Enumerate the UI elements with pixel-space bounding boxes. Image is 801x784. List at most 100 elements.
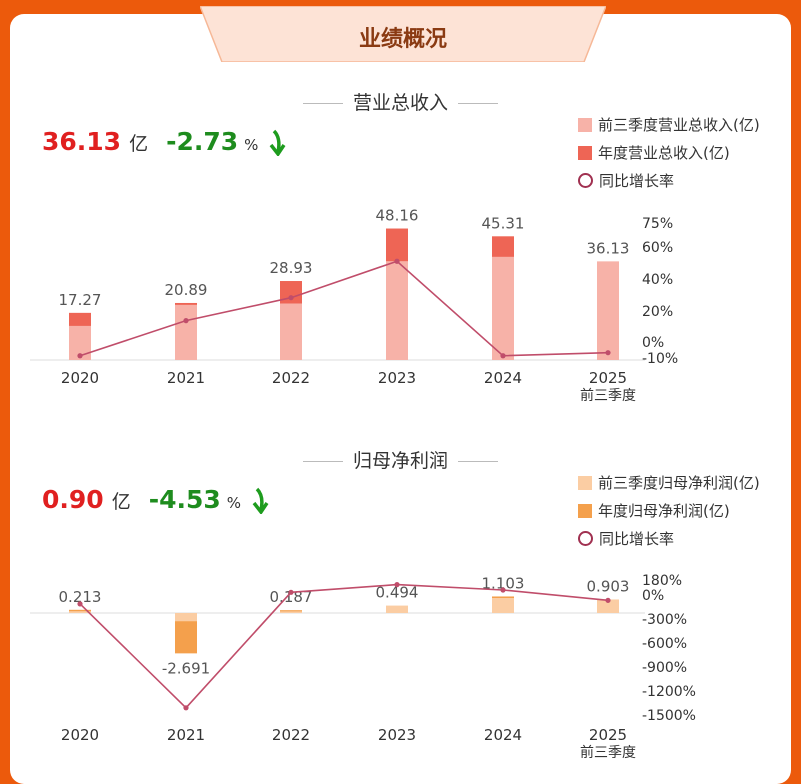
bar-q3 (492, 256, 514, 360)
growth-point (183, 705, 189, 711)
bar-q3 (492, 598, 514, 613)
data-label: 0.903 (587, 577, 630, 595)
growth-point (288, 589, 294, 595)
growth-point (500, 587, 506, 593)
category-label: 2023 (378, 369, 416, 387)
header-tab-shape (200, 6, 606, 62)
profit-title-text: 归母净利润 (352, 450, 448, 472)
y2-tick-label: -300% (642, 612, 687, 628)
overview-card (10, 14, 791, 784)
bar-q3 (175, 304, 197, 360)
revenue-growth: -2.73 (166, 127, 239, 156)
legend-swatch (578, 476, 592, 490)
y2-tick-label: 75% (642, 216, 673, 232)
legend-label: 年度营业总收入(亿) (598, 144, 730, 162)
category-sublabel: 前三季度 (580, 387, 636, 404)
category-sublabel: 前三季度 (580, 744, 636, 761)
category-label: 2025 (589, 726, 627, 744)
legend-item-growth: 同比增长率 (578, 172, 760, 200)
bar-annual (175, 613, 197, 654)
data-label: 45.31 (482, 214, 525, 232)
bar-q3 (386, 605, 408, 613)
y2-tick-label: -900% (642, 660, 687, 676)
category-label: 2021 (167, 369, 205, 387)
legend-item-growth: 同比增长率 (578, 530, 760, 558)
legend-label: 同比增长率 (599, 172, 675, 190)
bar-q3 (69, 611, 91, 613)
growth-point (288, 295, 294, 301)
down-arrow-icon (268, 128, 286, 160)
revenue-title-text: 营业总收入 (352, 92, 448, 114)
y2-tick-label: 0% (642, 335, 664, 351)
revenue-kpi: 36.13 亿 -2.73% (42, 127, 286, 160)
profit-unit: 亿 (111, 491, 131, 513)
legend-label: 前三季度营业总收入(亿) (598, 116, 760, 134)
growth-point (394, 582, 400, 588)
header-tab: 业绩概况 (200, 6, 606, 62)
profit-growth: -4.53 (148, 485, 221, 514)
legend-ring-icon (578, 173, 593, 188)
data-label: 0.187 (270, 588, 313, 606)
legend-swatch (578, 504, 592, 518)
bar-q3 (386, 261, 408, 360)
legend-label: 同比增长率 (599, 530, 675, 548)
profit-growth-unit: % (226, 494, 242, 512)
data-label: 0.213 (59, 588, 102, 606)
bar-q3 (597, 261, 619, 360)
revenue-legend: 前三季度营业总收入(亿) 年度营业总收入(亿) 同比增长率 (578, 116, 760, 200)
header-title: 业绩概况 (358, 27, 447, 52)
y2-tick-label: -600% (642, 636, 687, 652)
y2-tick-label: 0% (642, 588, 664, 604)
growth-line (79, 260, 609, 357)
growth-point (394, 258, 400, 264)
growth-point (183, 318, 189, 324)
data-label: 17.27 (59, 291, 102, 309)
category-label: 2022 (272, 726, 310, 744)
profit-kpi: 0.90 亿 -4.53% (42, 485, 269, 518)
legend-item-annual: 年度归母净利润(亿) (578, 502, 760, 530)
legend-item-q3: 前三季度归母净利润(亿) (578, 474, 760, 502)
title-divider-right (458, 461, 498, 462)
bar-q3 (175, 613, 197, 622)
legend-swatch (578, 146, 592, 160)
revenue-growth-unit: % (244, 136, 259, 154)
data-label: 48.16 (376, 207, 419, 225)
category-label: 2021 (167, 726, 205, 744)
bar-q3 (280, 303, 302, 360)
profit-chart: 0.213 2020 -2.691 2021 0.187 2022 0.494 2023 1.1… (30, 573, 696, 761)
legend-ring-icon (578, 531, 593, 546)
data-label: 20.89 (165, 281, 208, 299)
y2-tick-label: -10% (642, 351, 678, 367)
bar-q3 (280, 611, 302, 613)
title-divider-left (302, 103, 343, 104)
revenue-unit: 亿 (129, 133, 149, 155)
legend-label: 前三季度归母净利润(亿) (598, 474, 760, 492)
profit-value: 0.90 (42, 485, 104, 514)
revenue-value: 36.13 (42, 127, 122, 156)
legend-item-annual: 年度营业总收入(亿) (578, 144, 760, 172)
data-label: 0.494 (376, 584, 419, 602)
category-label: 2022 (272, 369, 310, 387)
bar-q3 (597, 599, 619, 613)
legend-swatch (578, 118, 592, 132)
revenue-chart: 17.27 2020 20.89 2021 28.93 2022 48.16 2023 45.3… (30, 207, 678, 404)
category-label: 2024 (484, 726, 522, 744)
profit-legend: 前三季度归母净利润(亿) 年度归母净利润(亿) 同比增长率 (578, 474, 760, 558)
data-label: -2.691 (162, 659, 210, 677)
category-label: 2025 (589, 369, 627, 387)
bar-q3 (69, 325, 91, 360)
category-label: 2023 (378, 726, 416, 744)
down-arrow-icon (251, 486, 269, 518)
title-divider-left (302, 461, 343, 462)
data-label: 1.103 (482, 574, 525, 592)
y2-tick-label: 40% (642, 272, 673, 288)
growth-line (79, 583, 609, 709)
revenue-section-title: 营业总收入 (0, 88, 801, 115)
data-label: 28.93 (270, 259, 313, 277)
y2-tick-label: -1200% (642, 684, 696, 700)
y2-tick-label: 20% (642, 304, 673, 320)
legend-label: 年度归母净利润(亿) (598, 502, 730, 520)
data-label: 36.13 (587, 239, 630, 257)
category-label: 2024 (484, 369, 522, 387)
growth-point (77, 601, 83, 607)
